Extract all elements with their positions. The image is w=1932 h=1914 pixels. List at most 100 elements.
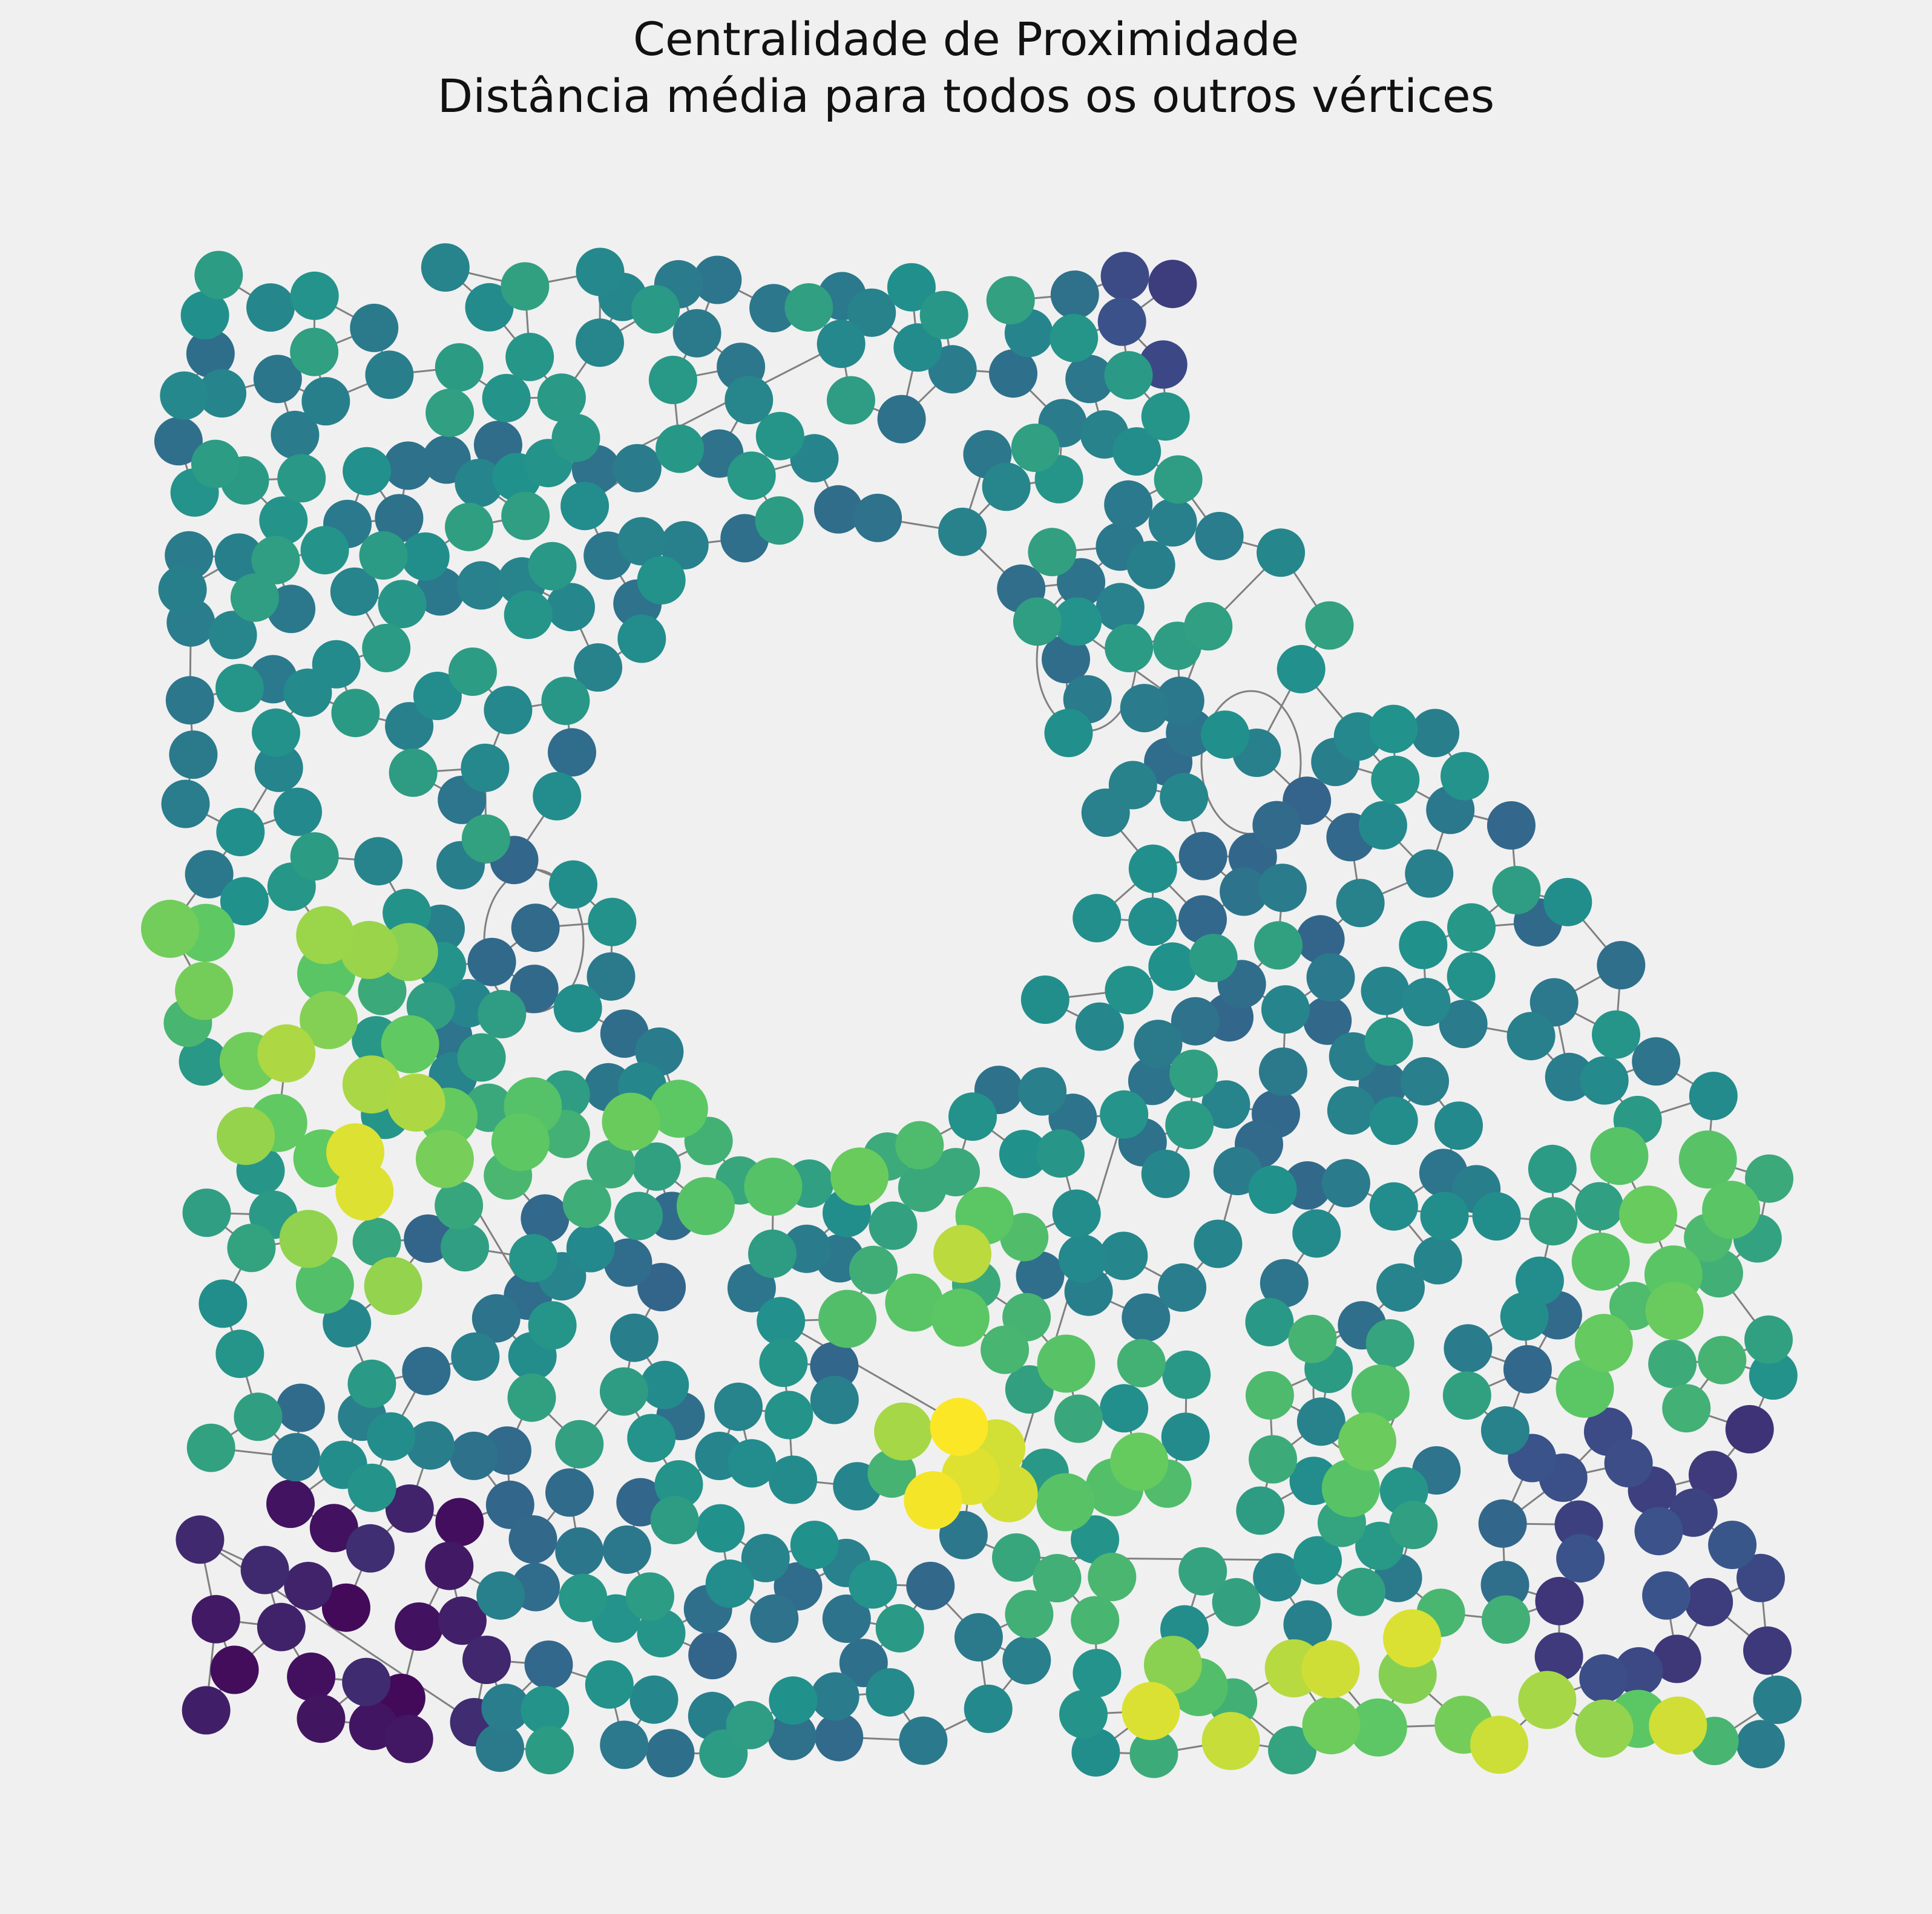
graph-node [714,1382,763,1431]
graph-node [1033,1554,1082,1602]
graph-node [385,702,434,751]
graph-node [1020,975,1070,1024]
graph-node [154,417,203,466]
graph-node [576,318,624,367]
graph-node [1545,1052,1594,1101]
graph-node [1288,1314,1337,1363]
graph-node [1254,921,1303,970]
graph-node [1575,1699,1634,1758]
graph-node [326,1123,384,1182]
graph-node [384,1714,433,1763]
graph-node [1212,1578,1261,1627]
graph-node [986,276,1035,325]
graph-node [1364,1017,1413,1066]
graph-node [931,1288,990,1347]
graph-node [491,1113,550,1172]
graph-node [603,1238,652,1287]
graph-node [257,1602,306,1651]
graph-node [847,288,896,337]
graph-node [1261,985,1310,1034]
graph-node [631,285,680,334]
graph-node [822,1594,871,1643]
graph-node [1574,1314,1633,1372]
graph-node [1236,1486,1285,1535]
graph-node [359,531,408,580]
graph-node [448,647,497,696]
graph-node [1535,1576,1584,1625]
graph-node [1065,355,1114,404]
graph-node [705,1559,754,1608]
graph-node [1702,1181,1761,1239]
graph-node [541,677,590,726]
graph-node [627,1414,676,1463]
graph-node [1684,1578,1733,1627]
graph-node [930,1398,988,1456]
graph-node [1000,1213,1049,1262]
graph-node [182,1188,231,1237]
graph-node [415,1130,474,1188]
graph-node [350,303,399,352]
graph-node [217,1107,275,1165]
graph-node [1195,511,1244,560]
graph-node [1128,844,1177,893]
graph-node [1178,895,1227,944]
graph-node [1002,1636,1051,1685]
graph-node [1652,1634,1701,1683]
graph-node [1013,597,1062,646]
graph-node [1321,1459,1380,1518]
graph-node [1100,252,1149,301]
graph-node [1413,1236,1462,1285]
graph-node [650,1496,699,1544]
graph-node [215,664,264,712]
graph-node [1472,1192,1521,1241]
graph-node [1148,260,1197,309]
graph-node [413,672,462,720]
graph-node [253,355,302,404]
graph-node [562,1179,611,1228]
graph-node [784,283,833,332]
graph-node [1575,1182,1624,1231]
graph-node [160,371,209,420]
graph-node [553,984,602,1033]
graph-node [1257,528,1306,577]
graph-node [404,1214,453,1263]
graph-node [1371,755,1420,804]
graph-node [1579,1654,1628,1703]
graph-node [1296,915,1345,964]
graph-node [1743,1626,1792,1675]
graph-node [1110,1432,1169,1491]
graph-node [688,1631,737,1680]
graph-node [1389,1501,1438,1549]
graph-node [1071,1728,1120,1777]
graph-node [1016,1251,1065,1300]
graph-node [1480,1406,1530,1455]
graph-node [478,989,527,1038]
graph-node [1447,903,1496,952]
graph-node [401,532,450,581]
graph-node [693,255,742,304]
graph-node [1444,1324,1493,1373]
graph-node [1201,1712,1260,1771]
graph-node [1141,1149,1190,1198]
graph-node [476,1571,525,1620]
graph-node [290,327,339,376]
graph-node [528,1301,577,1350]
graph-node [757,1297,806,1346]
graph-node [1358,801,1407,850]
graph-node [1154,455,1203,504]
graph-node [362,623,411,672]
graph-node [1249,1435,1297,1484]
graph-node [284,1562,333,1610]
graph-node [175,962,234,1020]
graph-node [1050,270,1099,319]
graph-node [1073,894,1122,943]
graph-node [300,526,349,575]
graph-node [501,262,550,311]
graph-node [1194,1219,1243,1268]
graph-node [585,1660,634,1709]
graph-node [954,1613,1003,1662]
graph-node [389,748,438,797]
graph-node [1128,897,1177,946]
graph-node [992,1533,1040,1582]
graph-node [551,413,600,462]
